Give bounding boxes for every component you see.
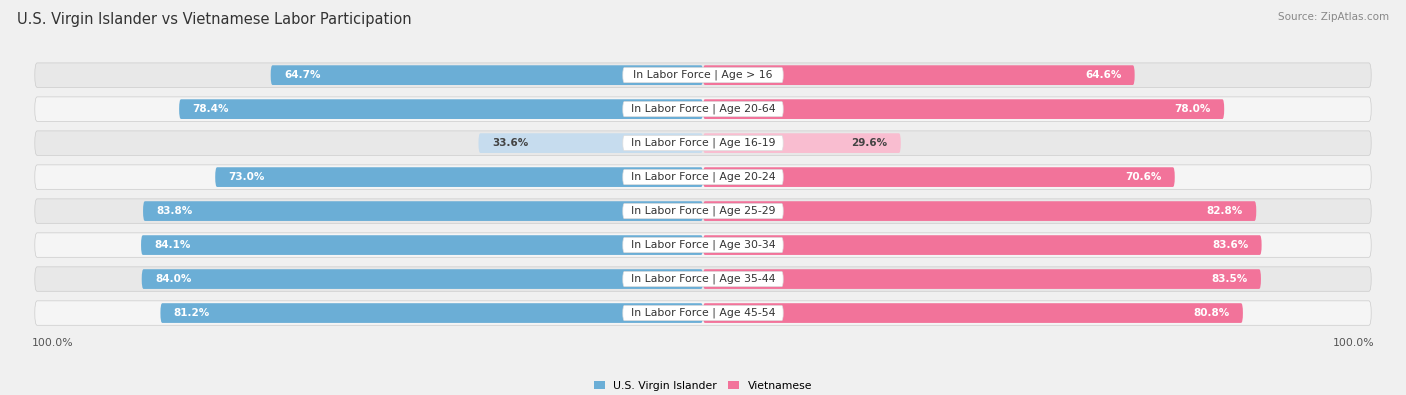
Text: 64.7%: 64.7% (284, 70, 321, 80)
FancyBboxPatch shape (623, 238, 783, 252)
FancyBboxPatch shape (35, 199, 1371, 223)
Text: 70.6%: 70.6% (1125, 172, 1161, 182)
FancyBboxPatch shape (623, 68, 783, 83)
FancyBboxPatch shape (703, 65, 1135, 85)
Text: 100.0%: 100.0% (1333, 338, 1375, 348)
Text: Source: ZipAtlas.com: Source: ZipAtlas.com (1278, 12, 1389, 22)
Text: 78.0%: 78.0% (1174, 104, 1211, 114)
FancyBboxPatch shape (35, 301, 1371, 325)
Text: In Labor Force | Age 20-24: In Labor Force | Age 20-24 (631, 172, 775, 182)
FancyBboxPatch shape (35, 267, 1371, 291)
FancyBboxPatch shape (703, 303, 1243, 323)
Text: In Labor Force | Age > 16: In Labor Force | Age > 16 (633, 70, 773, 81)
FancyBboxPatch shape (35, 97, 1371, 121)
FancyBboxPatch shape (35, 233, 1371, 257)
Text: In Labor Force | Age 25-29: In Labor Force | Age 25-29 (631, 206, 775, 216)
FancyBboxPatch shape (143, 201, 703, 221)
Text: 73.0%: 73.0% (229, 172, 264, 182)
Text: 81.2%: 81.2% (174, 308, 209, 318)
Text: 100.0%: 100.0% (31, 338, 73, 348)
FancyBboxPatch shape (703, 99, 1225, 119)
FancyBboxPatch shape (160, 303, 703, 323)
Text: U.S. Virgin Islander vs Vietnamese Labor Participation: U.S. Virgin Islander vs Vietnamese Labor… (17, 12, 412, 27)
FancyBboxPatch shape (703, 167, 1175, 187)
FancyBboxPatch shape (478, 133, 703, 153)
Text: 29.6%: 29.6% (851, 138, 887, 148)
FancyBboxPatch shape (623, 135, 783, 150)
FancyBboxPatch shape (271, 65, 703, 85)
FancyBboxPatch shape (141, 235, 703, 255)
Text: 64.6%: 64.6% (1085, 70, 1122, 80)
Text: In Labor Force | Age 45-54: In Labor Force | Age 45-54 (631, 308, 775, 318)
Text: 83.5%: 83.5% (1212, 274, 1247, 284)
FancyBboxPatch shape (703, 133, 901, 153)
FancyBboxPatch shape (35, 63, 1371, 87)
Text: 33.6%: 33.6% (492, 138, 529, 148)
Text: 80.8%: 80.8% (1194, 308, 1229, 318)
FancyBboxPatch shape (179, 99, 703, 119)
FancyBboxPatch shape (623, 272, 783, 286)
FancyBboxPatch shape (623, 169, 783, 184)
Text: 83.6%: 83.6% (1212, 240, 1249, 250)
FancyBboxPatch shape (623, 306, 783, 320)
FancyBboxPatch shape (703, 235, 1261, 255)
Text: 84.0%: 84.0% (155, 274, 191, 284)
Text: 84.1%: 84.1% (155, 240, 191, 250)
Legend: U.S. Virgin Islander, Vietnamese: U.S. Virgin Islander, Vietnamese (593, 381, 813, 391)
FancyBboxPatch shape (35, 165, 1371, 189)
FancyBboxPatch shape (703, 269, 1261, 289)
Text: In Labor Force | Age 20-64: In Labor Force | Age 20-64 (631, 104, 775, 115)
Text: 78.4%: 78.4% (193, 104, 229, 114)
FancyBboxPatch shape (623, 203, 783, 218)
FancyBboxPatch shape (142, 269, 703, 289)
Text: In Labor Force | Age 35-44: In Labor Force | Age 35-44 (631, 274, 775, 284)
FancyBboxPatch shape (215, 167, 703, 187)
FancyBboxPatch shape (35, 131, 1371, 155)
FancyBboxPatch shape (703, 201, 1257, 221)
Text: 83.8%: 83.8% (156, 206, 193, 216)
FancyBboxPatch shape (623, 102, 783, 117)
Text: 82.8%: 82.8% (1206, 206, 1243, 216)
Text: In Labor Force | Age 30-34: In Labor Force | Age 30-34 (631, 240, 775, 250)
Text: In Labor Force | Age 16-19: In Labor Force | Age 16-19 (631, 138, 775, 149)
